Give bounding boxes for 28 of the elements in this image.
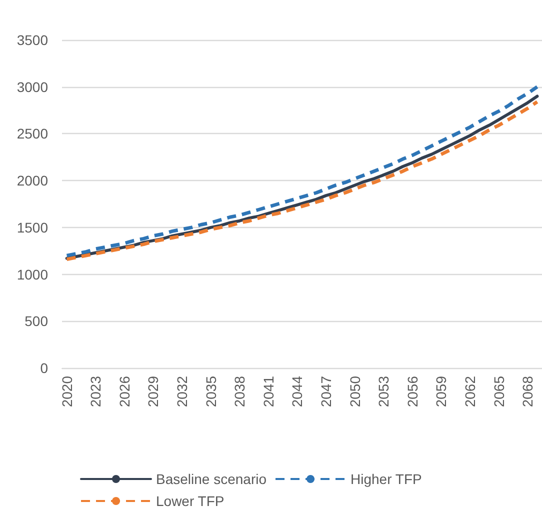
x-tick-label: 2041	[260, 376, 276, 408]
y-tick-label: 500	[24, 313, 48, 330]
y-tick-label: 2000	[16, 172, 48, 189]
x-tick-label: 2032	[174, 376, 190, 408]
legend-label: Baseline scenario	[156, 471, 267, 487]
x-tick-label: 2044	[289, 376, 306, 408]
y-tick-label: 3000	[16, 78, 48, 95]
x-tick-label: 2053	[376, 376, 392, 408]
y-tick-label: 0	[40, 360, 48, 376]
x-tick-label: 2059	[433, 376, 450, 408]
x-tick-label: 2038	[232, 376, 248, 408]
x-tick-label: 2029	[145, 376, 162, 408]
x-tick-label: 2056	[404, 376, 420, 408]
x-tick-label: 2020	[58, 376, 75, 408]
x-tick-label: 2050	[346, 376, 363, 408]
legend-label: Higher TFP	[350, 471, 422, 487]
x-tick-label: 2047	[318, 376, 334, 408]
legend-label: Lower TFP	[156, 493, 224, 509]
y-tick-label: 2500	[16, 126, 48, 142]
x-tick-label: 2026	[116, 376, 132, 408]
x-tick-label: 2035	[202, 376, 219, 408]
x-tick-label: 2023	[88, 376, 104, 408]
y-tick-label: 1000	[16, 266, 48, 282]
x-tick-label: 2068	[520, 376, 536, 408]
x-tick-label: 2062	[462, 376, 478, 408]
y-tick-label: 3500	[16, 32, 48, 48]
x-tick-label: 2065	[490, 376, 507, 408]
y-tick-label: 1500	[16, 219, 48, 236]
